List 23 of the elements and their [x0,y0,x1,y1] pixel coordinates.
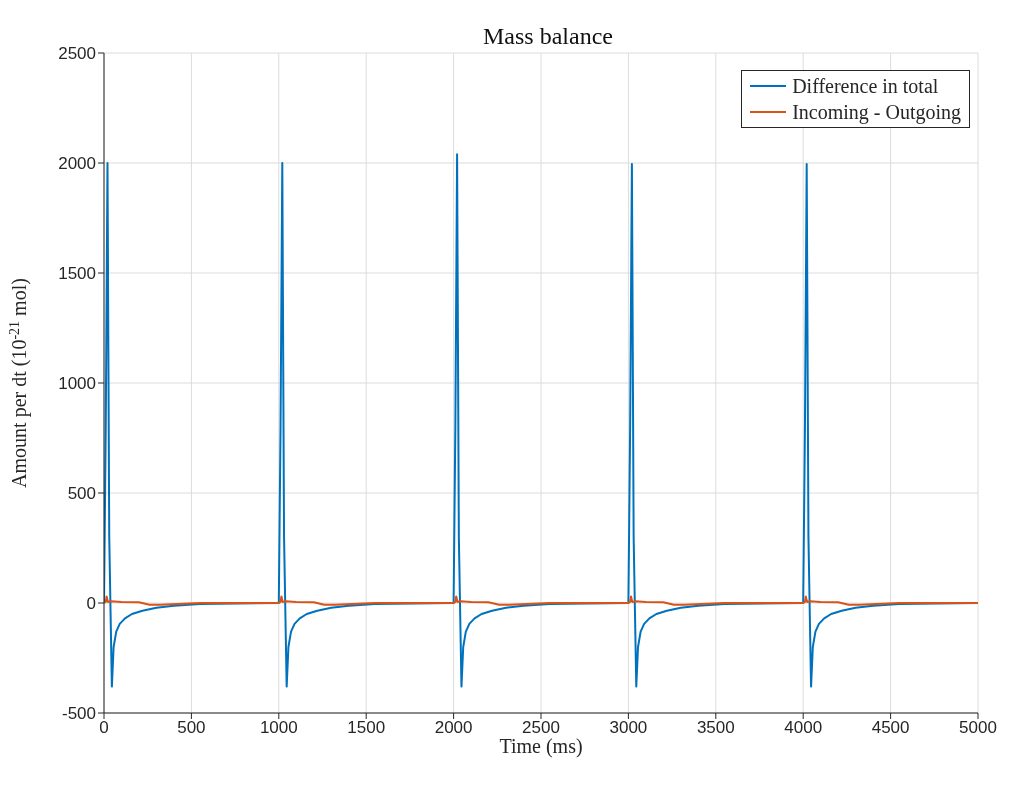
x-axis-title: Time (ms) [499,735,583,758]
y-tick-label: 2500 [58,44,96,64]
x-tick-label: 0 [99,718,109,738]
x-tick-label: 2000 [434,718,473,738]
y-tick-label: 0 [86,594,96,614]
x-tick-label: 1000 [259,718,298,738]
y-tick-label: 1000 [58,374,96,394]
line-series [104,595,978,606]
x-tick-label: 5000 [959,718,997,738]
x-tick-label: 2500 [522,718,560,738]
x-tick-label: 1500 [347,718,386,738]
legend-label: Incoming - Outgoing [792,100,961,125]
y-tick-label: 1500 [58,264,96,284]
x-tick-label: 4500 [871,718,910,738]
y-tick-label: 500 [67,484,96,504]
y-tick-label: 2000 [58,154,96,174]
x-tick-label: 500 [177,718,206,738]
y-tick-label: -500 [61,704,96,724]
x-tick-label: 4000 [784,718,823,738]
x-tick-label: 3000 [609,718,648,738]
x-tick-label: 3500 [696,718,735,738]
legend-label: Difference in total [792,74,939,99]
chart-title: Mass balance [483,23,613,49]
